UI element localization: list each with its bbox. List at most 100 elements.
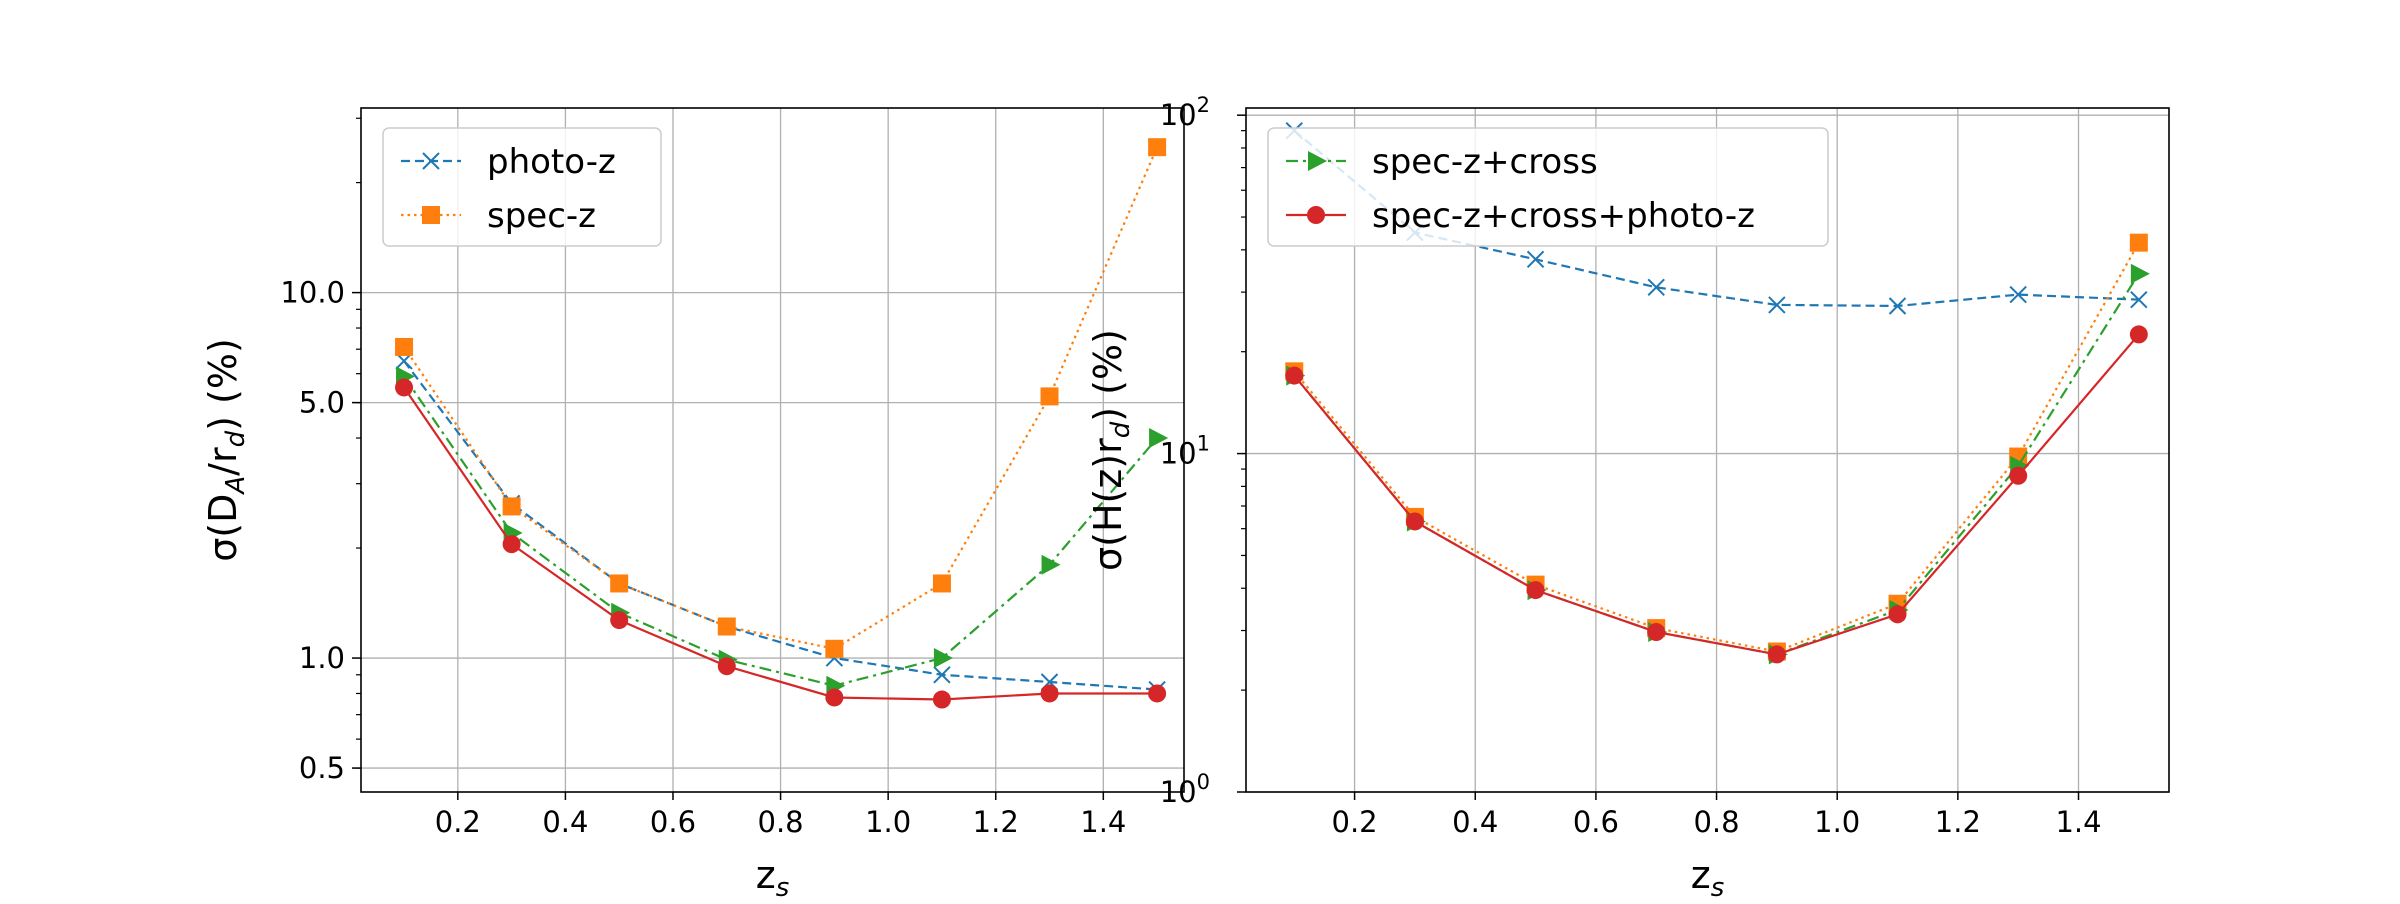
y-tick-label: 100 xyxy=(1160,770,1210,809)
x-tick-label: 1.0 xyxy=(1814,805,1860,839)
x-ticks: 0.2 0.4 0.6 0.8 1.0 1.2 1.4 xyxy=(435,792,1126,839)
series-spec-z-cross-photo-z xyxy=(395,378,1167,709)
data-point xyxy=(933,666,951,684)
y-tick-exponent: 2 xyxy=(1197,93,1210,117)
x-tick-label: 0.2 xyxy=(1332,805,1378,839)
series-line xyxy=(403,375,1158,687)
data-point xyxy=(1040,684,1059,703)
legend-marker xyxy=(422,152,440,170)
series-line xyxy=(403,360,1158,691)
data-point xyxy=(610,574,629,593)
y-tick-label: 101 xyxy=(1160,432,1210,471)
x-tick-label: 0.2 xyxy=(435,805,481,839)
legend-entry: spec-z xyxy=(401,196,596,236)
data-point xyxy=(395,378,414,397)
data-point xyxy=(1405,512,1424,531)
series-spec-z-cross xyxy=(1286,263,2150,665)
y-axis-label: σ(DA/rd) (%) xyxy=(201,338,251,562)
series-line xyxy=(1293,333,2140,656)
plot-frame xyxy=(360,107,1185,793)
y-ticks: 0.5 1.0 5.0 10.0 xyxy=(280,276,361,785)
data-point xyxy=(825,639,844,658)
x-tick-label: 1.4 xyxy=(2055,805,2101,839)
y-tick-label: 10.0 xyxy=(280,276,345,310)
plot-frame xyxy=(1245,107,2170,793)
series-line xyxy=(1293,242,2140,653)
data-point xyxy=(1767,645,1786,664)
x-axis-label: zs xyxy=(1691,853,1725,900)
x-tick-label: 0.8 xyxy=(758,805,804,839)
data-point xyxy=(1526,581,1545,600)
series-line xyxy=(403,146,1159,650)
data-point xyxy=(933,648,953,669)
chart-panel-1: 0.2 0.4 0.6 0.8 1.0 1.2 1.4 0.5 1.0 5.0 10.0 zs σ(DA… xyxy=(201,107,1185,903)
x-tick-label: 1.2 xyxy=(1935,805,1981,839)
data-point xyxy=(1041,554,1061,575)
data-point xyxy=(502,535,521,554)
legend-entry: spec-z+cross+photo-z xyxy=(1286,196,1755,236)
legend-marker xyxy=(1308,151,1327,171)
legend: photo-z spec-z xyxy=(382,127,662,247)
series-group xyxy=(395,138,1169,709)
y-tick-label: 5.0 xyxy=(299,386,345,420)
data-point xyxy=(932,690,951,709)
data-point xyxy=(395,337,414,356)
x-tick-label: 1.0 xyxy=(865,805,911,839)
legend: spec-z+cross spec-z+cross+photo-z xyxy=(1267,127,1829,247)
x-axis-label: zs xyxy=(756,853,790,900)
data-point xyxy=(1647,623,1666,642)
x-tick-label: 0.6 xyxy=(1573,805,1619,839)
y-axis-label: σ(H(z)rd) (%) xyxy=(1086,329,1136,571)
data-point xyxy=(932,574,951,593)
y-tick-exponent: 0 xyxy=(1197,770,1210,794)
series-spec-z-cross xyxy=(396,366,1169,696)
legend-label: spec-z+cross xyxy=(1372,142,1598,182)
data-point xyxy=(2130,290,2148,309)
data-point xyxy=(502,497,521,516)
data-point xyxy=(2129,233,2148,252)
y-tick-exponent: 1 xyxy=(1197,432,1210,456)
data-point xyxy=(1888,297,1907,315)
y-tick-label: 1.0 xyxy=(299,641,345,675)
legend-marker xyxy=(1307,206,1325,224)
x-tick-label: 1.4 xyxy=(1080,805,1126,839)
x-tick-label: 0.6 xyxy=(650,805,696,839)
legend-entry: spec-z+cross xyxy=(1286,142,1598,182)
data-point xyxy=(717,617,736,636)
series-group xyxy=(1285,121,2150,665)
x-tick-label: 0.4 xyxy=(542,805,588,839)
legend-marker xyxy=(422,206,440,224)
y-tick-label: 0.5 xyxy=(299,751,345,785)
data-point xyxy=(1148,138,1167,157)
x-ticks: 0.2 0.4 0.6 0.8 1.0 1.2 1.4 xyxy=(1332,792,2102,839)
data-point xyxy=(2130,263,2150,284)
series-spec-z xyxy=(395,138,1167,658)
x-tick-label: 0.4 xyxy=(1452,805,1498,839)
data-point xyxy=(717,657,736,676)
legend-box xyxy=(382,127,662,247)
x-tick-label: 1.2 xyxy=(973,805,1019,839)
data-point xyxy=(1149,428,1169,449)
legend-box xyxy=(1267,127,1829,247)
series-line xyxy=(1293,129,2139,308)
data-point xyxy=(610,611,629,630)
chart-panel-2: 0.2 0.4 0.6 0.8 1.0 1.2 1.4100101102zsσ(H(z)rd… xyxy=(1086,93,2170,903)
data-point xyxy=(1040,387,1059,406)
series-spec-z-cross-photo-z xyxy=(1285,325,2148,664)
minor-ticks xyxy=(1241,130,1246,691)
data-point xyxy=(1285,366,1304,385)
legend-label: photo-z xyxy=(487,142,616,182)
y-tick-label: 102 xyxy=(1160,93,1210,132)
legend-label: spec-z+cross+photo-z xyxy=(1372,196,1755,236)
data-point xyxy=(2009,285,2027,304)
data-point xyxy=(1526,250,1545,269)
data-point xyxy=(1148,684,1167,703)
series-line xyxy=(403,386,1158,701)
legend-label: spec-z xyxy=(487,196,596,236)
data-point xyxy=(825,688,844,707)
data-point xyxy=(1768,296,1786,314)
legend-entry: photo-z xyxy=(401,142,616,182)
